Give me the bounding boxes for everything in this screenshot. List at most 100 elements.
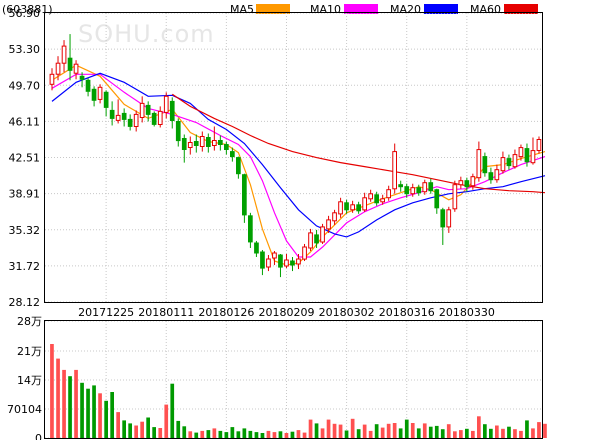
volume-bar	[380, 427, 385, 438]
candle-body	[458, 180, 464, 186]
volume-bar	[471, 430, 475, 438]
candle-body	[380, 198, 385, 203]
volume-bar	[248, 430, 253, 438]
candle-body	[524, 148, 530, 163]
stock-code: (603881)	[2, 3, 53, 16]
volume-bar	[326, 419, 331, 438]
volume-bar	[242, 428, 247, 438]
volume-bar	[224, 432, 229, 438]
candle-body	[85, 79, 91, 92]
volume-y-tick-label: 14万	[17, 374, 42, 387]
legend-label-ma20: MA20	[390, 3, 421, 16]
volume-bar	[386, 423, 391, 438]
candle-body	[266, 258, 271, 268]
legend-swatch-ma5	[256, 4, 290, 14]
candle-body	[109, 109, 115, 119]
volume-bar	[477, 416, 481, 438]
candle-body	[470, 176, 476, 187]
volume-bar	[344, 430, 349, 438]
price-y-tick-label: 28.12	[9, 296, 41, 309]
candle-body	[278, 254, 283, 268]
volume-bar	[513, 429, 517, 438]
candle-body	[302, 246, 307, 260]
candle-body	[494, 169, 500, 181]
volume-bar	[170, 383, 175, 438]
candle-body	[476, 149, 482, 179]
candle-body	[199, 136, 205, 147]
legend-swatch-ma10	[344, 4, 378, 14]
candle-body	[362, 197, 367, 211]
candle-body	[121, 112, 127, 120]
candle-body	[404, 186, 410, 195]
candle-body	[187, 142, 193, 148]
price-x-tick-label: 20180209	[258, 306, 314, 319]
volume-bar	[290, 431, 295, 438]
volume-bar	[62, 369, 66, 438]
price-y-tick-label: 42.51	[9, 152, 41, 165]
volume-bar	[254, 432, 259, 438]
price-y-tick-label: 46.11	[9, 115, 41, 128]
candle-body	[49, 73, 55, 85]
candle-body	[236, 157, 241, 175]
price-x-axis-labels: 20171225 20180111 20180126 20180209 20180302…	[78, 306, 495, 319]
volume-bar	[134, 425, 138, 438]
price-y-tick-label: 49.70	[9, 79, 41, 92]
volume-bar	[260, 433, 265, 438]
candle-body	[344, 202, 349, 211]
candle-body	[145, 104, 151, 115]
candle-body	[398, 184, 403, 188]
volume-bar	[296, 430, 301, 438]
volume-bar	[230, 427, 235, 438]
candle-body	[500, 157, 506, 172]
price-x-tick-label: 20171225	[78, 306, 134, 319]
volume-bar	[104, 400, 108, 438]
volume-bar	[392, 423, 397, 438]
candle-body	[133, 113, 139, 128]
volume-bar	[543, 423, 547, 438]
candle-body	[410, 187, 416, 195]
volume-bar	[531, 428, 535, 438]
candlesticks	[49, 34, 542, 278]
candle-body	[530, 150, 536, 164]
candle-body	[446, 209, 452, 228]
volume-bar	[320, 428, 325, 438]
volume-y-tick-label: 0	[35, 432, 42, 440]
candle-body	[368, 193, 373, 200]
candle-body	[518, 147, 524, 158]
moving-average-lines	[51, 64, 546, 266]
volume-bar	[182, 426, 187, 438]
candle-body	[193, 141, 199, 146]
volume-bar	[374, 424, 379, 438]
volume-bar	[74, 369, 78, 438]
candle-body	[428, 182, 434, 192]
price-x-tick-label: 20180302	[319, 306, 375, 319]
volume-bar	[507, 426, 511, 438]
candle-body	[73, 63, 79, 74]
volume-bar	[272, 432, 277, 438]
volume-bar	[338, 424, 343, 438]
candle-body	[139, 102, 145, 119]
candle-body	[175, 121, 181, 142]
candle-body	[536, 139, 542, 151]
candle-body	[506, 158, 512, 167]
volume-bar	[110, 392, 114, 438]
volume-bar	[212, 428, 217, 438]
volume-bar	[434, 425, 439, 438]
volume-bar	[416, 428, 421, 438]
candle-body	[392, 151, 397, 190]
volume-bar	[278, 431, 283, 438]
volume-bar	[164, 404, 169, 438]
volume-bar	[368, 430, 373, 438]
volume-bar	[483, 424, 487, 438]
candle-body	[440, 209, 446, 228]
volume-bar	[200, 430, 205, 438]
candle-body	[55, 62, 61, 75]
candle-body	[434, 189, 440, 209]
volume-bar	[122, 420, 126, 438]
candle-body	[127, 118, 133, 127]
volume-bar	[206, 430, 211, 438]
volume-bar	[501, 428, 505, 438]
candle-body	[97, 86, 103, 100]
volume-bar	[356, 429, 361, 438]
